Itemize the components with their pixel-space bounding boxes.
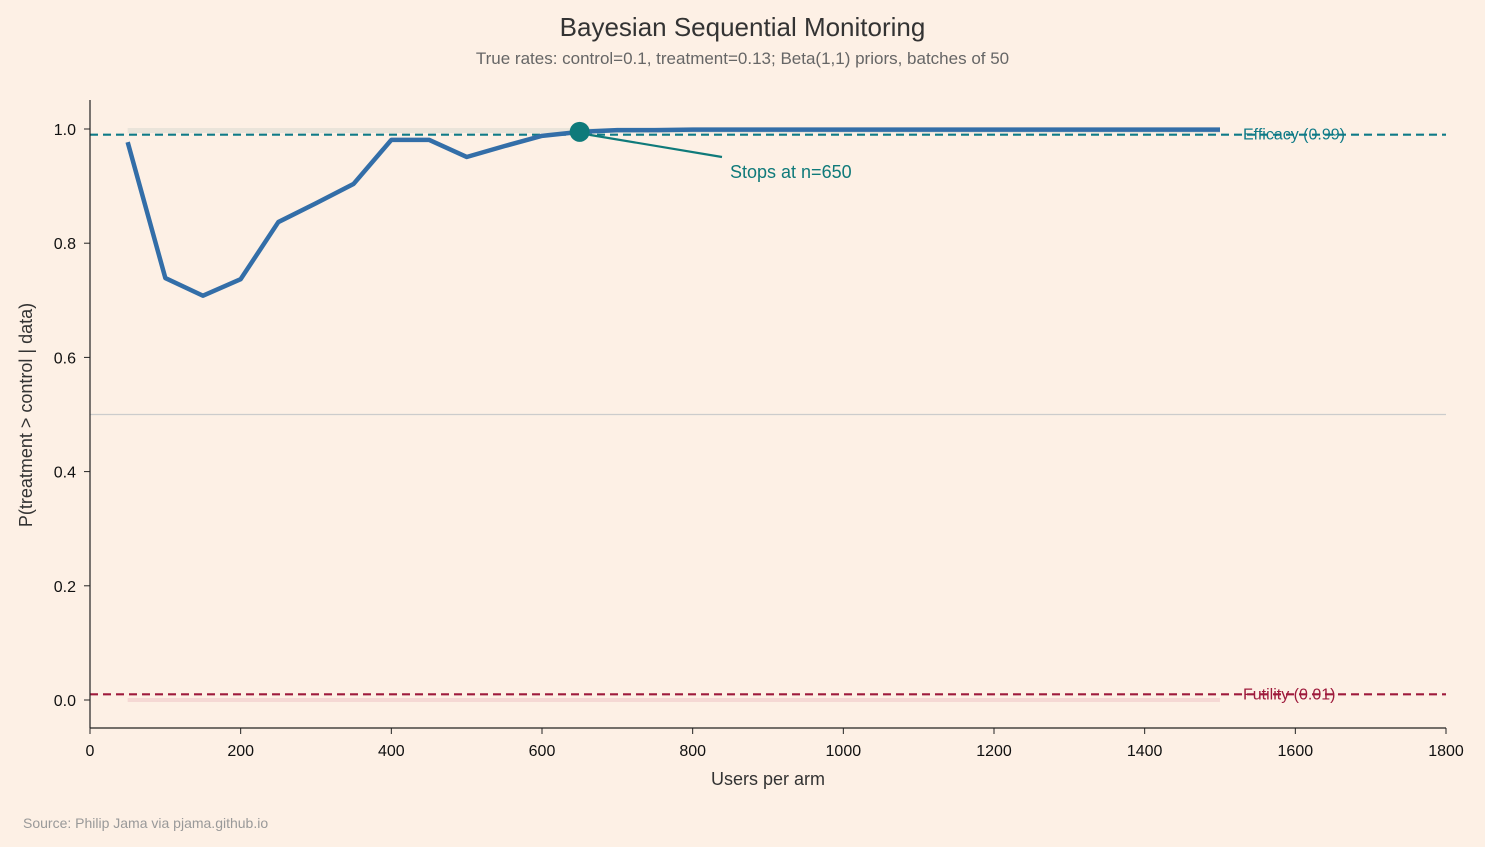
x-tick-label: 1800 [1428, 743, 1464, 760]
x-tick-label: 1400 [1127, 743, 1163, 760]
x-axis-label: Users per arm [711, 769, 825, 789]
y-tick-label: 1.0 [54, 122, 76, 139]
annotation-text: Stops at n=650 [730, 162, 852, 182]
lower-band [127, 698, 1221, 702]
stop-marker [569, 121, 590, 142]
threshold-label: Efficacy (0.99) [1243, 127, 1345, 144]
x-tick-label: 800 [679, 743, 706, 760]
x-tick-label: 1600 [1278, 743, 1314, 760]
source-note: Source: Philip Jama via pjama.github.io [23, 815, 269, 831]
y-tick-label: 0.0 [54, 693, 76, 710]
annotation-arrow [589, 133, 723, 159]
x-tick-label: 1000 [826, 743, 862, 760]
y-tick-label: 0.8 [54, 236, 76, 253]
x-tick-label: 600 [529, 743, 556, 760]
threshold-label: Futility (0.01) [1243, 686, 1335, 703]
x-tick-label: 400 [378, 743, 405, 760]
series-line [125, 127, 1220, 298]
chart-title: Bayesian Sequential Monitoring [559, 12, 926, 42]
x-tick-label: 1200 [976, 743, 1012, 760]
x-tick-label: 0 [86, 743, 95, 760]
y-tick-label: 0.4 [54, 465, 76, 482]
x-tick-label: 200 [227, 743, 254, 760]
y-tick-label: 0.6 [54, 350, 76, 367]
y-tick-label: 0.2 [54, 579, 76, 596]
y-axis-label: P(treatment > control | data) [16, 303, 36, 527]
chart-subtitle: True rates: control=0.1, treatment=0.13;… [475, 49, 1010, 68]
